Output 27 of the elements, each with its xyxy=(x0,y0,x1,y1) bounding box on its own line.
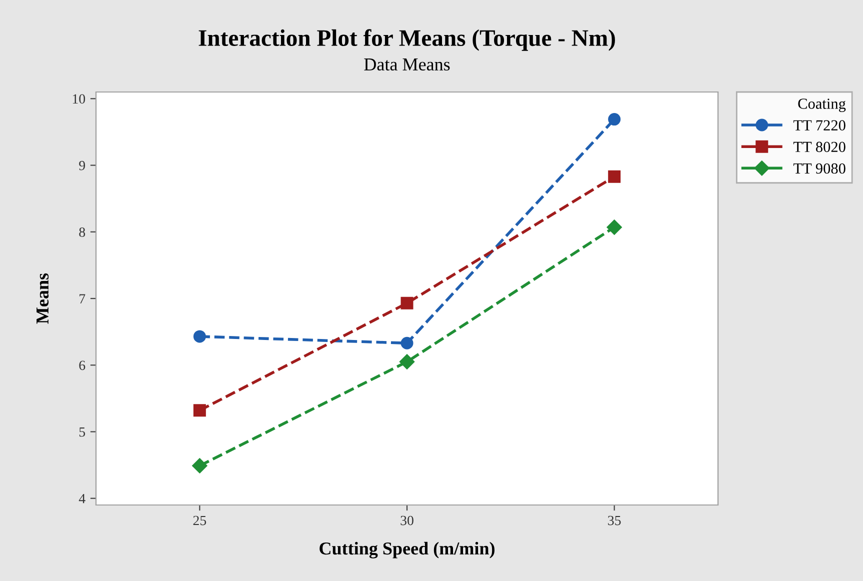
y-tick-label: 5 xyxy=(79,427,86,437)
y-axis-title: Means xyxy=(36,273,49,324)
y-tick-label: 10 xyxy=(72,94,86,104)
point xyxy=(193,330,206,343)
x-tick-label: 25 xyxy=(193,516,206,526)
legend-label: TT 7220 xyxy=(793,120,846,130)
y-tick-label: 8 xyxy=(79,227,86,237)
x-axis-title: Cutting Speed (m/min) xyxy=(320,542,494,558)
y-tick-label: 9 xyxy=(79,160,86,170)
chart-subtitle: Data Means xyxy=(364,58,450,71)
point xyxy=(608,113,621,126)
y-tick-label: 6 xyxy=(79,360,86,370)
point xyxy=(606,220,622,235)
legend-title: Coating xyxy=(798,98,846,112)
x-tick-label: 30 xyxy=(400,516,414,526)
x-tick-label: 35 xyxy=(608,516,621,526)
legend-label: TT 8020 xyxy=(793,142,846,152)
point xyxy=(399,354,415,370)
point xyxy=(192,458,208,474)
point xyxy=(400,336,414,350)
point xyxy=(608,170,621,183)
chart-title: Interaction Plot for Means (Torque - Nm) xyxy=(198,29,615,51)
y-tick-label: 7 xyxy=(80,294,86,304)
point xyxy=(193,404,206,417)
point xyxy=(400,296,414,310)
legend-label: TT 9080 xyxy=(793,163,846,174)
y-tick-label: 4 xyxy=(78,494,86,504)
